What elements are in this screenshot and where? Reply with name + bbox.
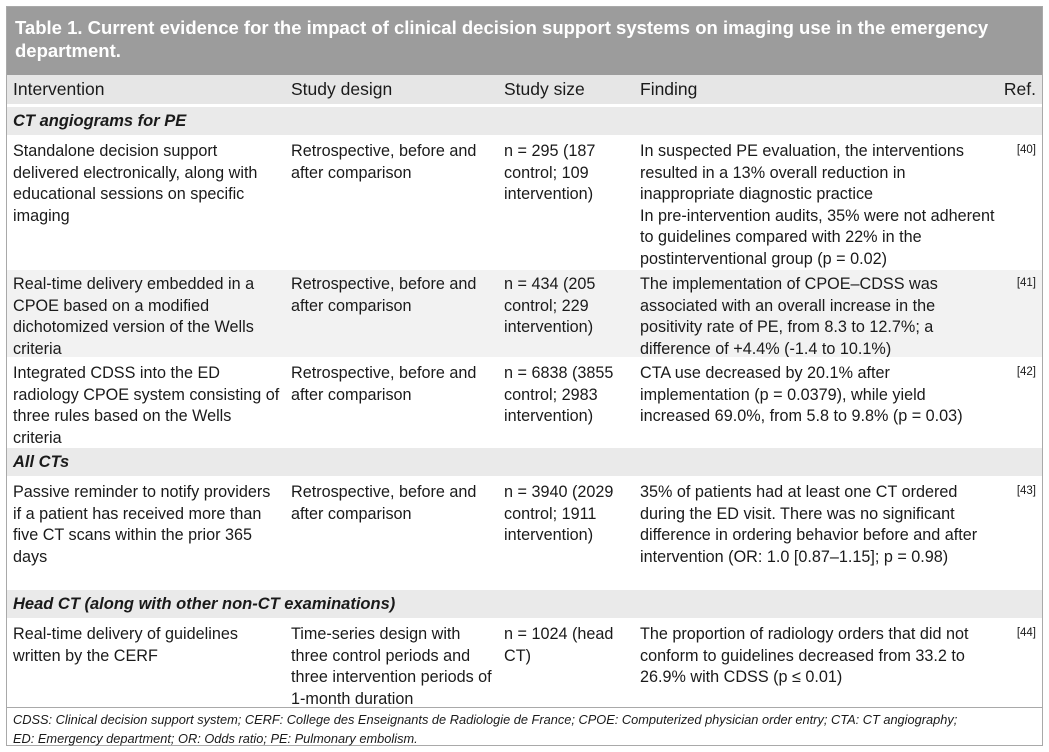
table-footnote: CDSS: Clinical decision support system; … bbox=[7, 707, 1042, 751]
cell-finding: In suspected PE evaluation, the interven… bbox=[640, 141, 1000, 270]
cell-ref: [42] bbox=[1016, 366, 1036, 378]
cell-intervention: Real-time delivery embedded in a CPOE ba… bbox=[13, 275, 255, 358]
table-row: Passive reminder to notify providers if … bbox=[7, 476, 1042, 591]
cell-study-design: Time-series design with three control pe… bbox=[291, 625, 492, 708]
cell-study-size: n = 3940 (2029 control; 1911 interventio… bbox=[504, 483, 614, 544]
footnote-line-1: CDSS: Clinical decision support system; … bbox=[13, 712, 958, 727]
finding-part-2: In pre-intervention audits, 35% were not… bbox=[640, 206, 995, 268]
evidence-table: Table 1. Current evidence for the impact… bbox=[6, 6, 1043, 746]
cell-ref: [44] bbox=[1016, 627, 1036, 639]
cell-intervention: Passive reminder to notify providers if … bbox=[13, 483, 271, 566]
table-row: Integrated CDSS into the ED radiology CP… bbox=[7, 357, 1042, 449]
cell-intervention: Real-time delivery of guidelines written… bbox=[13, 625, 238, 665]
section-all-cts: All CTs bbox=[7, 448, 1042, 476]
cell-finding: The implementation of CPOE–CDSS was asso… bbox=[640, 275, 938, 358]
section-head-ct: Head CT (along with other non-CT examina… bbox=[7, 590, 1042, 618]
cell-ref: [43] bbox=[1016, 485, 1036, 497]
cell-finding: 35% of patients had at least one CT orde… bbox=[640, 483, 978, 566]
table-row: Standalone decision support delivered el… bbox=[7, 135, 1042, 270]
cell-finding: CTA use decreased by 20.1% after impleme… bbox=[640, 364, 963, 425]
header-ref: Ref. bbox=[1003, 79, 1036, 99]
header-intervention: Intervention bbox=[13, 79, 105, 99]
cell-study-size: n = 434 (205 control; 229 intervention) bbox=[504, 275, 596, 336]
cell-study-design: Retrospective, before and after comparis… bbox=[291, 142, 477, 182]
header-finding: Finding bbox=[640, 79, 698, 99]
cell-intervention: Integrated CDSS into the ED radiology CP… bbox=[13, 364, 280, 447]
header-study-design: Study design bbox=[291, 79, 393, 99]
cell-study-size: n = 6838 (3855 control; 2983 interventio… bbox=[504, 364, 614, 425]
cell-study-design: Retrospective, before and after comparis… bbox=[291, 364, 477, 404]
cell-ref: [40] bbox=[1016, 144, 1036, 156]
table-row: Real-time delivery of guidelines written… bbox=[7, 618, 1042, 709]
footnote-line-2: ED: Emergency department; OR: Odds ratio… bbox=[13, 730, 418, 746]
section-ct-angiograms: CT angiograms for PE bbox=[7, 107, 1042, 135]
table-caption: Table 1. Current evidence for the impact… bbox=[7, 7, 1042, 75]
header-study-size: Study size bbox=[504, 79, 585, 99]
finding-part-1: In suspected PE evaluation, the interven… bbox=[640, 142, 964, 203]
table-row: Real-time delivery embedded in a CPOE ba… bbox=[7, 268, 1042, 359]
cell-ref: [41] bbox=[1016, 277, 1036, 289]
cell-study-size: n = 1024 (head CT) bbox=[504, 625, 614, 665]
table-header-row: Intervention Study design Study size Fin… bbox=[7, 75, 1042, 107]
cell-finding: The proportion of radiology orders that … bbox=[640, 625, 969, 686]
cell-study-design: Retrospective, before and after comparis… bbox=[291, 275, 477, 315]
cell-study-size: n = 295 (187 control; 109 intervention) bbox=[504, 142, 596, 203]
cell-intervention: Standalone decision support delivered el… bbox=[13, 142, 258, 225]
cell-study-design: Retrospective, before and after comparis… bbox=[291, 483, 477, 523]
